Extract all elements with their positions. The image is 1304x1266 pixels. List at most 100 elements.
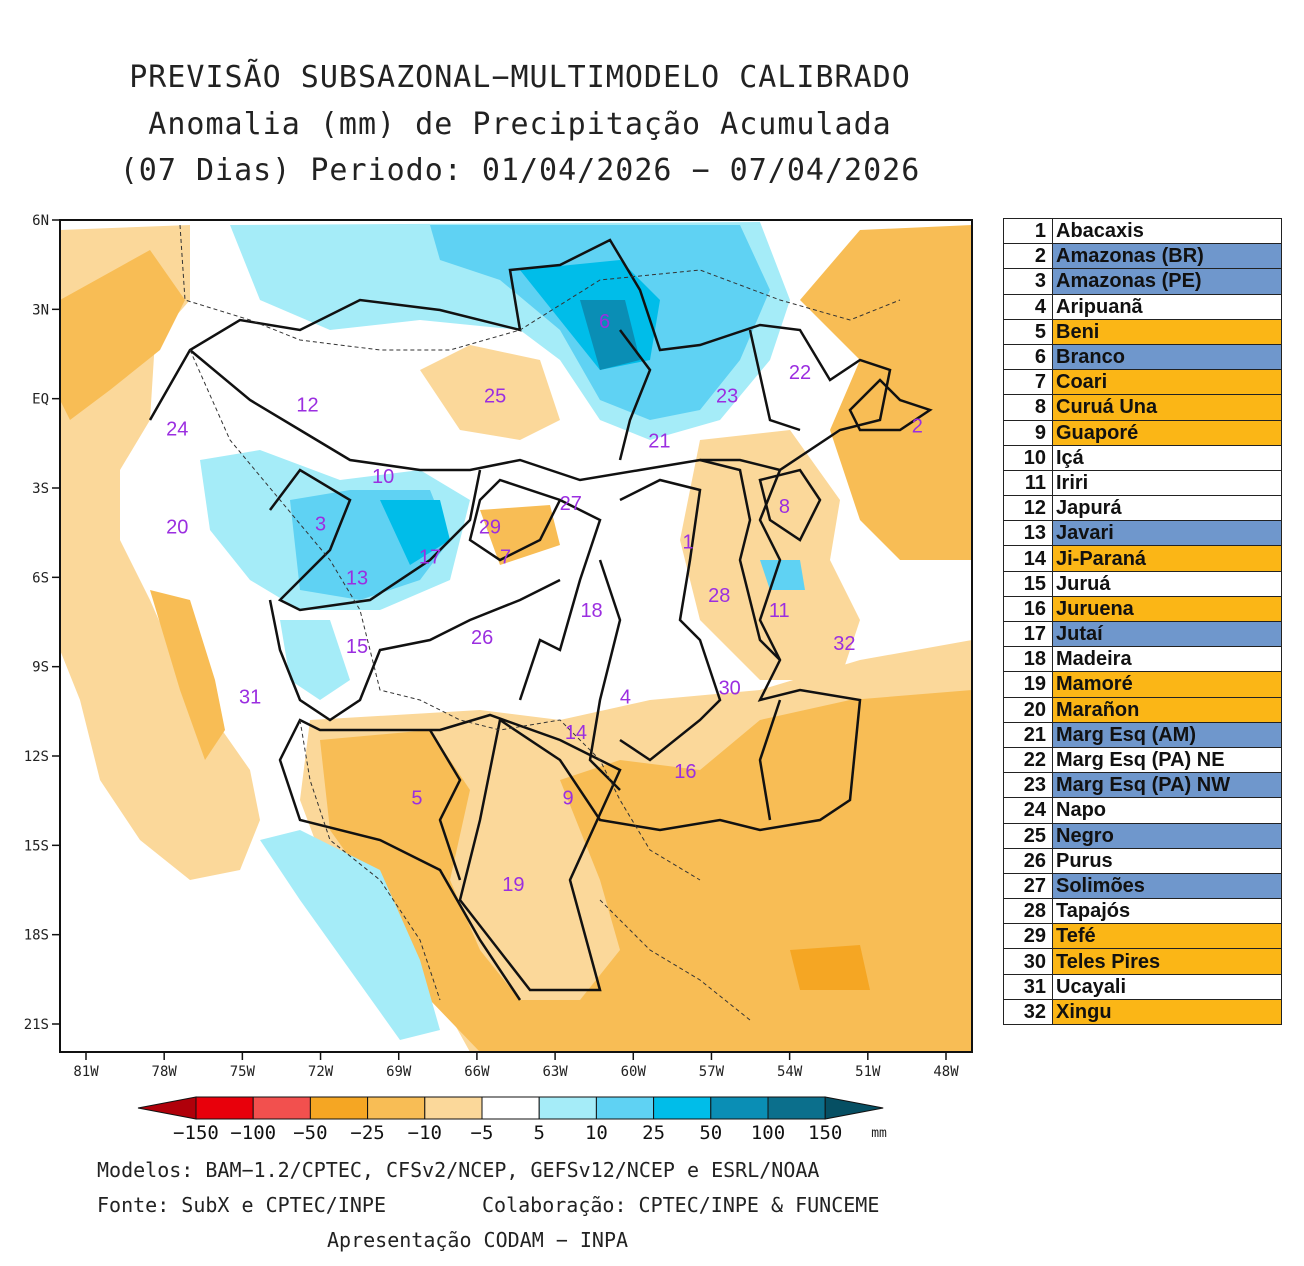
colorbar-segment (710, 1096, 769, 1120)
colorbar-segment (538, 1096, 597, 1120)
basin-number-label: 15 (346, 636, 368, 658)
basin-outer (148, 238, 892, 1001)
basin-legend-name: Curuá Una (1052, 394, 1282, 421)
lon-tick-label: 66W (464, 1064, 490, 1080)
colorbar-label: −5 (471, 1122, 494, 1144)
footer-presentation: Apresentação CODAM − INPA (327, 1228, 629, 1252)
wet-area-jutai-core (380, 500, 450, 565)
basin-boundaries (148, 238, 933, 1001)
basin-legend-number: 6 (1003, 343, 1053, 371)
basin-legend-name: Jutaí (1052, 620, 1282, 648)
lon-tick-label: 81W (73, 1064, 99, 1080)
basin-legend-name: Marg Esq (PA) NW (1052, 772, 1282, 799)
colorbar-unit: mm (871, 1126, 887, 1141)
basin-legend-name: Amazonas (BR) (1052, 243, 1282, 270)
lon-tick-label: 75W (230, 1064, 256, 1080)
basin-legend-number: 12 (1003, 495, 1053, 522)
basin-legend-row: 19 Mamoré (1003, 671, 1282, 698)
map-title-line-3: (07 Dias) Periodo: 01/04/2026 − 07/04/20… (119, 153, 921, 188)
basin-number-label: 32 (833, 633, 855, 655)
basin-number-label: 28 (708, 585, 730, 607)
basin-legend-number: 21 (1003, 721, 1053, 748)
basin-legend-number: 3 (1003, 268, 1053, 295)
basin-legend-number: 5 (1003, 318, 1053, 345)
basin-legend-number: 1 (1003, 217, 1053, 245)
basin-marg-esq-pa (748, 329, 801, 432)
basin-legend-row: 22 Marg Esq (PA) NE (1003, 746, 1282, 774)
basin-number-labels: 1234567891011121314151617181920212223242… (166, 311, 923, 896)
basin-legend-number: 22 (1003, 746, 1053, 774)
basin-legend-name: Marañon (1052, 696, 1282, 723)
basin-aripuana (588, 559, 622, 791)
basin-legend-number: 15 (1003, 570, 1053, 597)
lon-tick-label: 72W (308, 1064, 334, 1080)
basin-number-label: 4 (620, 686, 631, 708)
colorbar: −150 −100 −50 −25 −10 −5 5 10 25 50 100 150 mm (137, 1096, 887, 1144)
basin-legend-row: 2 Amazonas (BR) (1003, 243, 1282, 270)
basin-number-label: 2 (912, 415, 923, 437)
lat-tick-label: 3N (32, 302, 49, 318)
colorbar-segment (252, 1096, 311, 1120)
dry-area-ecuador (60, 250, 185, 420)
basin-legend-number: 19 (1003, 671, 1053, 698)
colorbar-segment (767, 1096, 826, 1120)
wet-area-jurua (280, 620, 350, 700)
basin-legend-row: 5 Beni (1003, 318, 1282, 345)
basin-number-label: 3 (315, 514, 326, 536)
basin-xingu-south (758, 699, 782, 821)
dry-area-south-core (790, 945, 870, 990)
lat-tick-label: 6S (32, 570, 49, 586)
lon-tick-label: 54W (777, 1064, 803, 1080)
basin-legend-number: 28 (1003, 898, 1053, 925)
basin-legend-name: Negro (1052, 822, 1282, 849)
lat-tick-label: 6N (32, 213, 49, 229)
basin-legend-number: 10 (1003, 444, 1053, 471)
basin-number-label: 16 (674, 761, 696, 783)
basin-number-label: 8 (779, 496, 790, 518)
basin-number-label: 10 (372, 466, 394, 488)
basin-legend-row: 3 Amazonas (PE) (1003, 268, 1282, 295)
basin-legend-row: 32 Xingu (1003, 998, 1282, 1026)
basin-legend-number: 25 (1003, 822, 1053, 849)
basin-number-label: 9 (563, 788, 574, 810)
lat-tick-label: 15S (24, 838, 49, 854)
lat-tick-label: 18S (24, 928, 49, 944)
lon-tick-label: 57W (699, 1064, 725, 1080)
basin-legend-name: Napo (1052, 797, 1282, 824)
lat-tick-label: 9S (32, 660, 49, 676)
basin-number-label: 25 (484, 386, 506, 408)
latitude-axis: 6N 3N EQ 3S 6S 9S 12S 15S 18S 21S (24, 213, 60, 1033)
colorbar-segment (367, 1096, 426, 1120)
basin-legend-number: 26 (1003, 847, 1053, 874)
basin-legend-name: Teles Pires (1052, 948, 1282, 975)
basin-legend-row: 15 Juruá (1003, 570, 1282, 597)
basin-legend-name: Tapajós (1052, 898, 1282, 925)
basin-legend-name: Purus (1052, 847, 1282, 874)
lat-tick-label: 12S (24, 749, 49, 765)
basin-legend-name: Branco (1052, 343, 1282, 371)
colorbar-label: −150 (173, 1122, 219, 1144)
basin-amazonas-br (848, 378, 933, 432)
basin-legend-number: 13 (1003, 520, 1053, 547)
border-paraguay (599, 899, 751, 1021)
colorbar-label: 50 (699, 1122, 722, 1144)
colorbar-label: 10 (585, 1122, 608, 1144)
basin-number-label: 12 (296, 395, 318, 417)
colorbar-segment (424, 1096, 483, 1120)
longitude-axis: 81W 78W 75W 72W 69W 66W 63W 60W 57W 54W 51W 48W (73, 1052, 959, 1080)
wet-area-branco-peak (580, 300, 640, 370)
basin-legend-row: 12 Japurá (1003, 495, 1282, 522)
basin-madeira-west (518, 498, 602, 701)
basin-legend-row: 27 Solimões (1003, 872, 1282, 900)
colorbar-label: 100 (751, 1122, 785, 1144)
lon-tick-label: 51W (855, 1064, 881, 1080)
basin-legend-name: Mamoré (1052, 671, 1282, 698)
basin-legend-row: 7 Coari (1003, 369, 1282, 396)
basin-curua-una (758, 468, 822, 542)
dry-area-negro (420, 345, 560, 440)
footer-collaboration: Colaboração: CPTEC/INPE & FUNCEME (482, 1193, 880, 1217)
dry-area-coari (480, 505, 560, 565)
basin-legend-number: 11 (1003, 469, 1053, 497)
basin-legend-number: 9 (1003, 419, 1053, 446)
basin-legend-name: Aripuanã (1052, 293, 1282, 320)
